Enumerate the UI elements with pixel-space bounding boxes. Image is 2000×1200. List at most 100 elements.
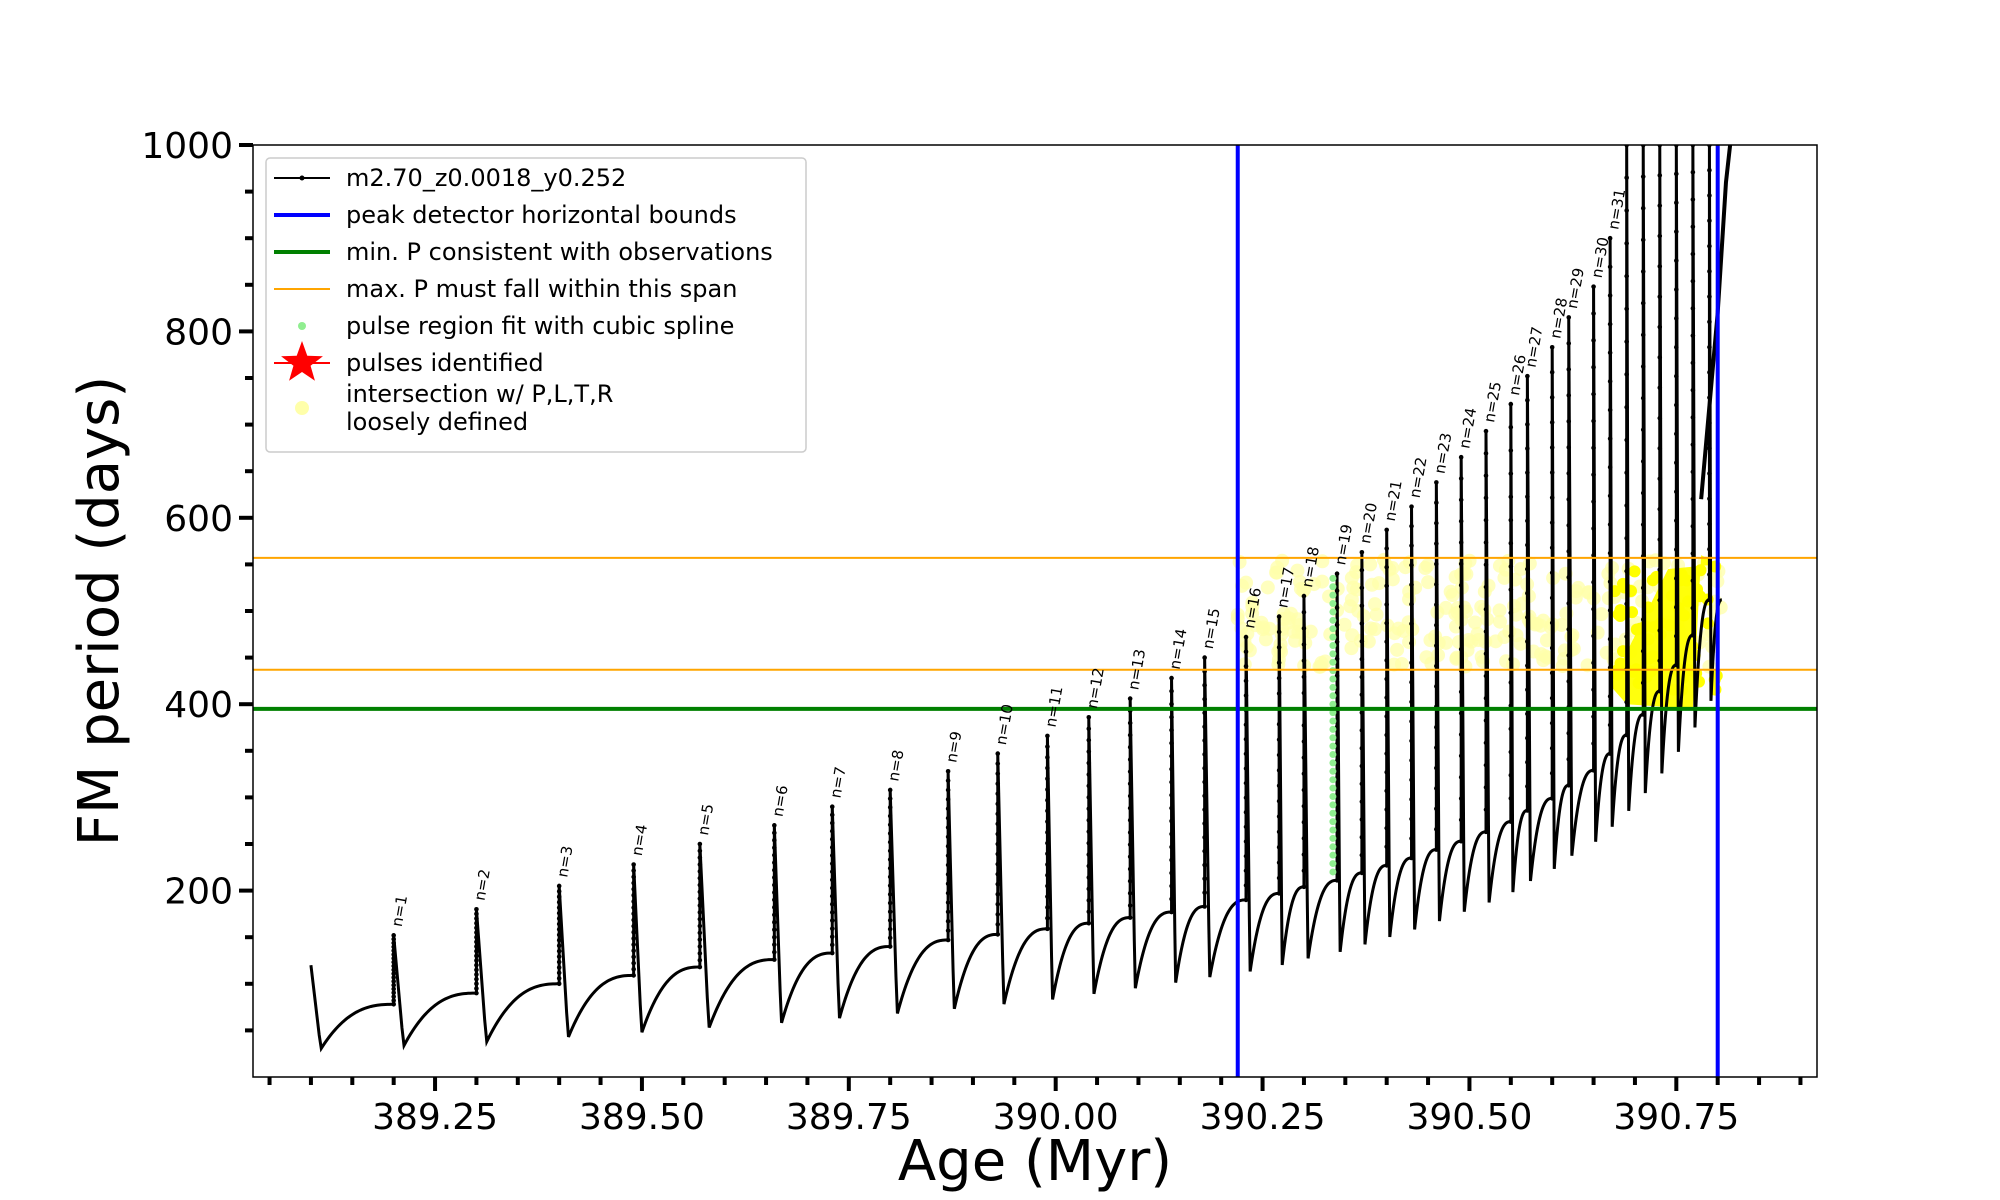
series-point [1591, 364, 1596, 370]
series-point [1549, 420, 1555, 425]
intersection-point [1594, 607, 1609, 622]
series-point [1086, 726, 1092, 731]
series-point [1409, 562, 1414, 568]
series-point [1508, 587, 1514, 592]
series-point [1276, 752, 1282, 758]
series-point [1640, 174, 1646, 179]
series-point [1086, 714, 1092, 720]
series-point [1169, 753, 1174, 759]
series-point [1086, 852, 1092, 857]
series-point [1607, 636, 1613, 642]
intersection-point [1296, 583, 1311, 598]
series-point [1434, 602, 1439, 608]
series-point [1127, 854, 1133, 860]
series-point [1276, 768, 1282, 773]
series-point [1591, 768, 1596, 773]
series-point [1591, 606, 1596, 612]
series-point [829, 853, 835, 858]
series-point [1657, 233, 1663, 239]
spline-point [1329, 809, 1337, 817]
spline-point [1329, 700, 1337, 708]
series-point [995, 761, 1001, 766]
series-point [1359, 674, 1365, 680]
legend-label: min. P consistent with observations [346, 238, 773, 266]
spline-point [1329, 608, 1337, 616]
series-point [556, 899, 562, 905]
series-point [1483, 695, 1489, 701]
spline-point [1329, 792, 1337, 800]
series-point [1674, 547, 1679, 552]
series-point [1525, 518, 1530, 524]
series-point [1549, 545, 1555, 551]
series-point [1243, 663, 1249, 669]
intersection-point [1515, 596, 1530, 611]
series-point [1525, 470, 1530, 475]
series-point [556, 905, 562, 910]
series-point [1607, 407, 1613, 413]
series-point [945, 834, 951, 840]
series-point [631, 868, 636, 873]
series-point [697, 930, 703, 936]
series-point [1591, 714, 1596, 719]
series-point [1384, 863, 1389, 868]
series-point [887, 805, 893, 810]
series-point [829, 918, 835, 923]
spline-point [1329, 633, 1337, 641]
series-point [1045, 744, 1050, 749]
series-point [1202, 848, 1207, 854]
series-point [1624, 503, 1629, 508]
spline-point [1329, 843, 1337, 851]
series-point [1384, 546, 1389, 551]
series-point [1640, 332, 1646, 338]
series-point [1483, 517, 1489, 523]
series-point [1458, 625, 1464, 631]
series-point [1624, 437, 1629, 443]
series-point [1202, 835, 1207, 840]
series-point [887, 892, 893, 897]
series-point [829, 804, 835, 810]
spline-point [1329, 826, 1337, 834]
series-point [1607, 321, 1613, 327]
series-point [1434, 724, 1439, 730]
series-point [1127, 817, 1133, 823]
intersection-point [1402, 584, 1417, 599]
intersection-point [1385, 572, 1400, 587]
series-point [1359, 621, 1365, 626]
intersection-point [1337, 617, 1352, 632]
series-point [1591, 553, 1596, 558]
series-point [772, 890, 777, 895]
series-point [1434, 500, 1439, 506]
series-point [556, 981, 562, 987]
intersection-point [1581, 585, 1596, 600]
series-point [1409, 543, 1414, 548]
series-point [697, 896, 703, 901]
series-point [1409, 640, 1414, 646]
series-point [1707, 546, 1712, 552]
series-point [1359, 728, 1365, 733]
series-point [829, 836, 835, 842]
series-point [1657, 385, 1663, 391]
series-point [474, 944, 479, 949]
series-point [1086, 886, 1092, 892]
series-point [474, 934, 479, 940]
series-point [1549, 520, 1555, 525]
series-point [1525, 663, 1530, 668]
series-point [697, 910, 703, 915]
series-point [556, 916, 562, 921]
series-point [887, 839, 893, 845]
series-point [772, 860, 777, 865]
intersection-point [1260, 580, 1275, 595]
series-point [1674, 460, 1679, 466]
series-point [1607, 293, 1613, 298]
y-axis-title: FM period (days) [67, 376, 132, 846]
series-point [1359, 834, 1365, 840]
series-point [945, 825, 951, 830]
spline-point [1329, 742, 1337, 750]
series-point [1549, 720, 1555, 726]
series-point [1409, 660, 1414, 666]
x-axis-title: Age (Myr) [898, 1129, 1172, 1194]
intersection-point [1290, 563, 1305, 578]
pulse-label: n=4 [628, 823, 651, 857]
series-point [1045, 905, 1050, 910]
series-point [1657, 597, 1663, 603]
